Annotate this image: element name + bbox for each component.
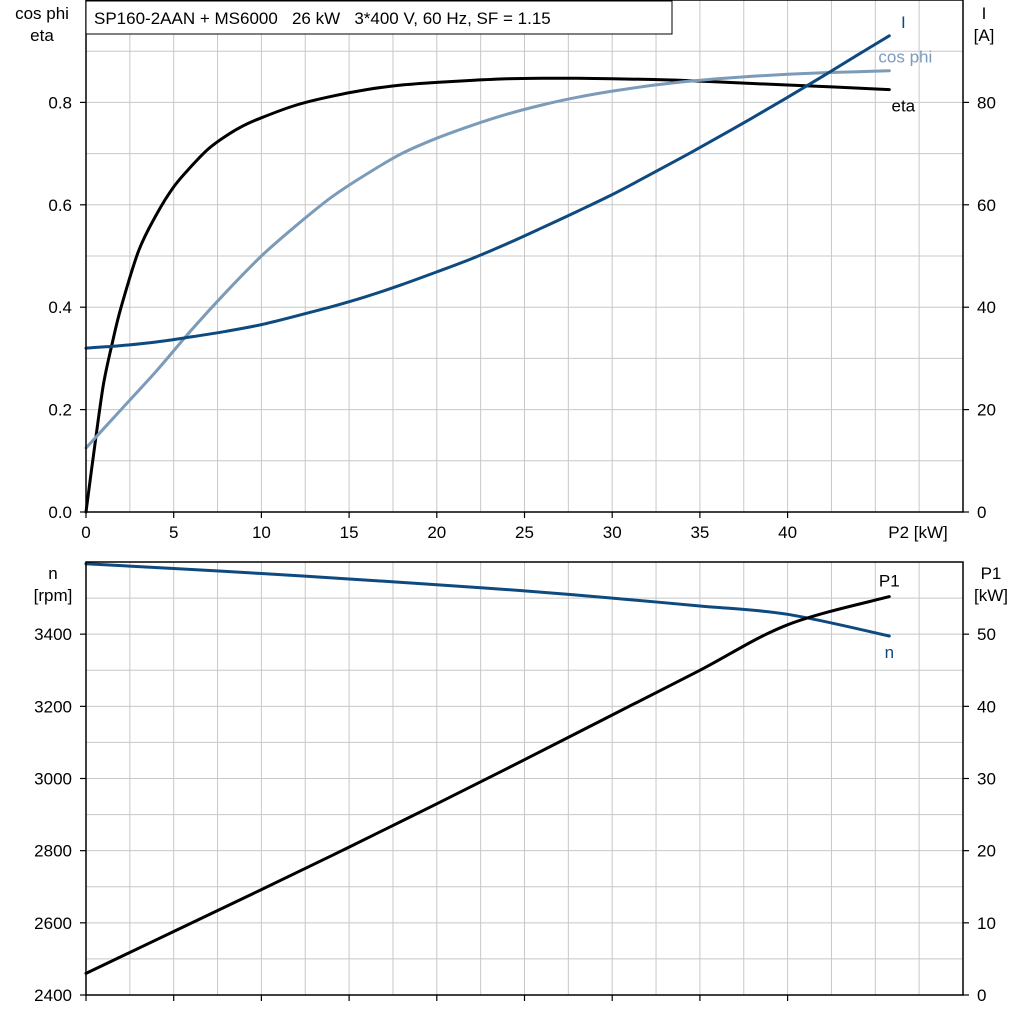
curve-label-cos-phi: cos phi — [878, 48, 932, 67]
bottom-chart-series — [84, 562, 891, 975]
bottom-right-axis-label-line2: [kW] — [974, 586, 1008, 605]
top-right-tick-label: 20 — [977, 401, 996, 420]
bottom-left-tick-label: 2600 — [34, 914, 72, 933]
top-left-tick-label: 0.8 — [48, 93, 72, 112]
top-chart-ticks: 0 5 10 15 20 25 30 35 40 0.0 0.2 0.4 0.6 0.8 0 20 40 60 80 — [48, 93, 996, 542]
curve-label-current: I — [901, 13, 906, 32]
top-right-axis-label-line2: [A] — [974, 26, 995, 45]
top-right-tick-label: 0 — [977, 503, 986, 522]
curve-label-eta: eta — [892, 97, 916, 116]
top-right-axis-label-line1: I — [982, 4, 987, 23]
bottom-right-tick-label: 10 — [977, 914, 996, 933]
top-right-tick-label: 40 — [977, 298, 996, 317]
bottom-left-tick-label: 3000 — [34, 770, 72, 789]
top-left-axis-label-line1: cos phi — [15, 4, 69, 23]
top-x-tick-label: 10 — [252, 523, 271, 542]
bottom-left-tick-label: 3400 — [34, 625, 72, 644]
bottom-left-tick-label: 2800 — [34, 842, 72, 861]
top-right-tick-label: 80 — [977, 93, 996, 112]
bottom-chart-grid — [86, 562, 963, 995]
bottom-left-axis-label-line1: n — [48, 564, 57, 583]
top-left-axis-label-line2: eta — [30, 26, 54, 45]
bottom-left-tick-label: 2400 — [34, 986, 72, 1005]
top-x-tick-label: 5 — [169, 523, 178, 542]
bottom-series-p1 — [84, 595, 891, 975]
chart-title: SP160-2AAN + MS6000 26 kW 3*400 V, 60 Hz… — [94, 9, 551, 28]
bottom-right-axis-label-line1: P1 — [981, 564, 1002, 583]
top-x-tick-label: 0 — [81, 523, 90, 542]
top-left-tick-label: 0.4 — [48, 298, 72, 317]
top-left-tick-label: 0.0 — [48, 503, 72, 522]
top-x-tick-label: 40 — [778, 523, 797, 542]
top-chart-series — [84, 34, 891, 514]
bottom-right-tick-label: 40 — [977, 697, 996, 716]
top-right-tick-label: 60 — [977, 196, 996, 215]
curve-label-p1: P1 — [879, 572, 900, 591]
bottom-left-tick-label: 3200 — [34, 697, 72, 716]
top-series-i — [84, 34, 891, 350]
top-left-tick-label: 0.2 — [48, 401, 72, 420]
top-series-eta — [84, 76, 891, 514]
bottom-right-tick-label: 20 — [977, 842, 996, 861]
title-box — [85, 0, 673, 35]
bottom-chart-ticks: 2400 2600 2800 3000 3200 3400 0 10 20 30 40 50 — [34, 625, 996, 1005]
bottom-right-tick-label: 0 — [977, 986, 986, 1005]
bottom-series-n — [84, 562, 891, 638]
top-x-tick-label: 15 — [340, 523, 359, 542]
top-x-tick-label: 35 — [690, 523, 709, 542]
top-x-tick-label: 20 — [427, 523, 446, 542]
bottom-left-axis-label-line2: [rpm] — [34, 586, 73, 605]
bottom-right-tick-label: 30 — [977, 770, 996, 789]
top-x-tick-label: 25 — [515, 523, 534, 542]
curve-label-n: n — [885, 643, 894, 662]
top-x-tick-label: 30 — [603, 523, 622, 542]
top-x-axis-label: P2 [kW] — [888, 523, 948, 542]
top-left-tick-label: 0.6 — [48, 196, 72, 215]
bottom-right-tick-label: 50 — [977, 625, 996, 644]
top-chart-grid — [86, 0, 963, 512]
top-series-cos-phi — [84, 69, 891, 450]
